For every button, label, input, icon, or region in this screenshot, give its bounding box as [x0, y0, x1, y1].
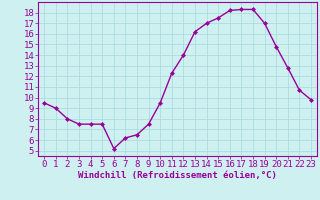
X-axis label: Windchill (Refroidissement éolien,°C): Windchill (Refroidissement éolien,°C): [78, 171, 277, 180]
